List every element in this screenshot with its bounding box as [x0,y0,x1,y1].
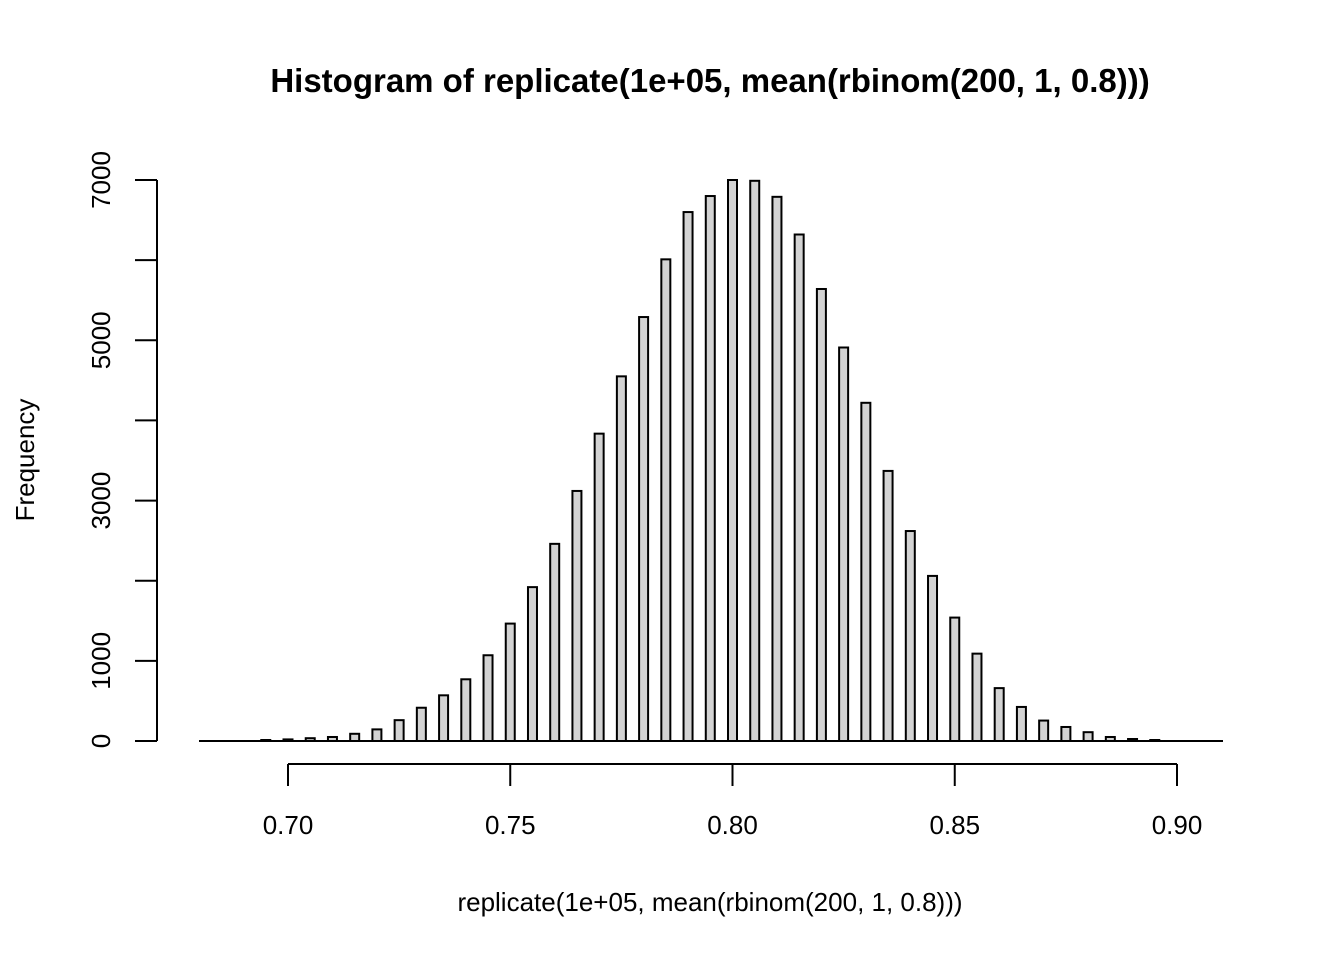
histogram-bar [993,687,1005,742]
x-axis-title: replicate(1e+05, mean(rbinom(200, 1, 0.8… [457,887,962,917]
histogram-bar [482,654,494,742]
histogram-bar [615,375,627,742]
histogram-bar [949,616,961,743]
histogram-bar [1038,719,1050,742]
histogram-bar [927,574,939,742]
histogram-bar [793,233,805,742]
histogram-bar [526,586,538,742]
x-tick-label: 0.70 [263,810,314,840]
histogram-bar [438,694,450,743]
x-tick-label: 0.85 [929,810,980,840]
x-tick-label: 0.80 [707,810,758,840]
histogram-bar [504,622,516,743]
histogram-bar [393,719,405,742]
histogram-bar [660,258,672,742]
y-tick-label: 7000 [86,151,116,209]
histogram-bar [1082,731,1094,742]
y-axis-title: Frequency [10,399,40,522]
chart-title: Histogram of replicate(1e+05, mean(rbino… [270,62,1149,99]
histogram-bar [771,195,783,742]
x-tick-label: 0.90 [1152,810,1203,840]
histogram-bar [882,469,894,742]
histogram-bar [682,211,694,742]
y-tick-label: 5000 [86,311,116,369]
histogram-bar [815,287,827,742]
y-axis: 0 1000 3000 5000 7000 [86,151,158,748]
histogram-bar [460,678,472,742]
x-axis: 0.70 0.75 0.80 0.85 0.90 [263,763,1203,840]
histogram-bar [971,652,983,743]
histogram-bar [727,179,738,742]
y-tick-label: 3000 [86,472,116,530]
histogram-bar [860,401,872,742]
histogram-bar [638,316,650,742]
histogram-bar [1015,705,1027,743]
x-tick-label: 0.75 [485,810,536,840]
histogram-bar [704,195,716,742]
histogram-bar [1060,725,1072,742]
histogram-bar [571,489,583,743]
histogram-bar [549,542,561,742]
histogram-bar [415,706,427,742]
histogram-bars [260,179,1161,743]
y-tick-label: 1000 [86,632,116,690]
histogram-bar [904,530,916,743]
y-tick-label: 0 [86,734,116,748]
histogram-bar [838,346,850,742]
histogram-bar [349,732,361,742]
histogram-bar [593,432,605,742]
histogram-bar [749,179,761,743]
histogram-bar [371,728,383,743]
